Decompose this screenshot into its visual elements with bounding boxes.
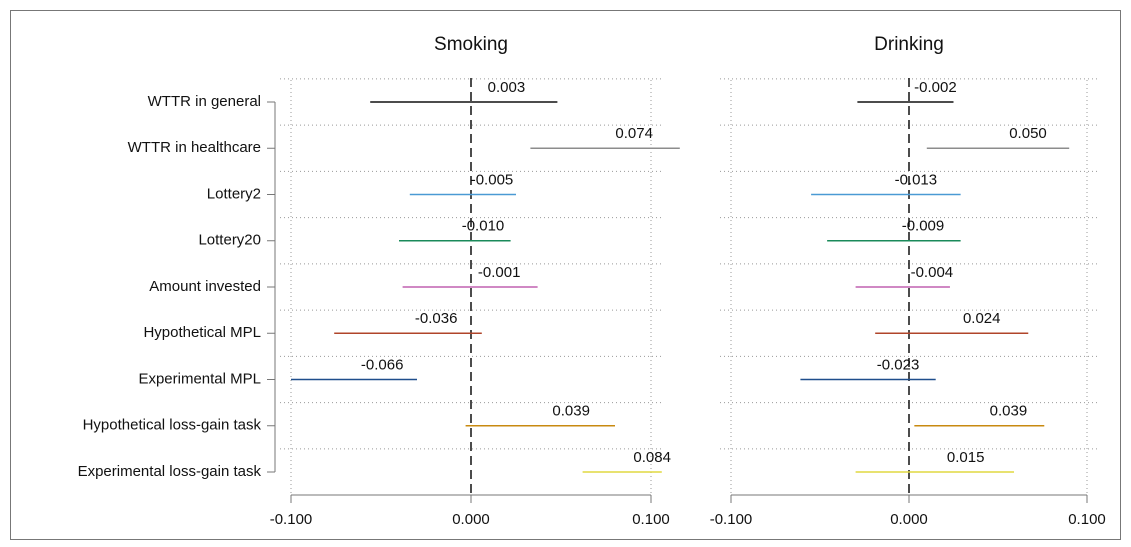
estimate-label: -0.013 [895, 171, 938, 188]
y-tick-label: Amount invested [149, 278, 261, 295]
estimate-label: 0.084 [633, 449, 671, 466]
estimate-label: 0.039 [990, 403, 1028, 420]
estimate-label: -0.010 [462, 218, 505, 235]
y-tick-label: Lottery2 [207, 185, 261, 202]
estimate-label: 0.039 [552, 403, 590, 420]
panel-title: Drinking [874, 34, 944, 55]
estimate-label: -0.004 [911, 264, 954, 281]
estimate-label: -0.036 [415, 310, 458, 327]
estimate-label: -0.009 [902, 218, 945, 235]
estimate-label: 0.050 [1009, 125, 1047, 142]
y-tick-label: Lottery20 [198, 232, 261, 249]
x-tick-label: 0.000 [890, 511, 928, 528]
x-tick-label: 0.100 [1068, 511, 1106, 528]
estimate-label: 0.003 [488, 79, 526, 96]
y-tick-label: Hypothetical MPL [143, 324, 261, 341]
x-tick-label: 0.100 [632, 511, 670, 528]
estimate-label: -0.023 [877, 356, 920, 373]
estimate-label: -0.002 [914, 79, 957, 96]
frame [10, 10, 1121, 540]
estimate-label: -0.005 [471, 171, 514, 188]
estimate-label: 0.074 [615, 125, 653, 142]
y-tick-label: WTTR in healthcare [128, 139, 261, 156]
y-tick-label: WTTR in general [148, 93, 261, 110]
x-tick-label: -0.100 [270, 511, 313, 528]
estimate-label: -0.066 [361, 356, 404, 373]
estimate-label: 0.015 [947, 449, 985, 466]
x-tick-label: 0.000 [452, 511, 490, 528]
y-tick-label: Experimental MPL [138, 370, 261, 387]
estimate-label: -0.001 [478, 264, 521, 281]
panel-title: Smoking [434, 34, 508, 55]
estimate-label: 0.024 [963, 310, 1001, 327]
y-tick-label: Hypothetical loss-gain task [83, 417, 262, 434]
y-tick-label: Experimental loss-gain task [78, 463, 262, 480]
x-tick-label: -0.100 [710, 511, 753, 528]
